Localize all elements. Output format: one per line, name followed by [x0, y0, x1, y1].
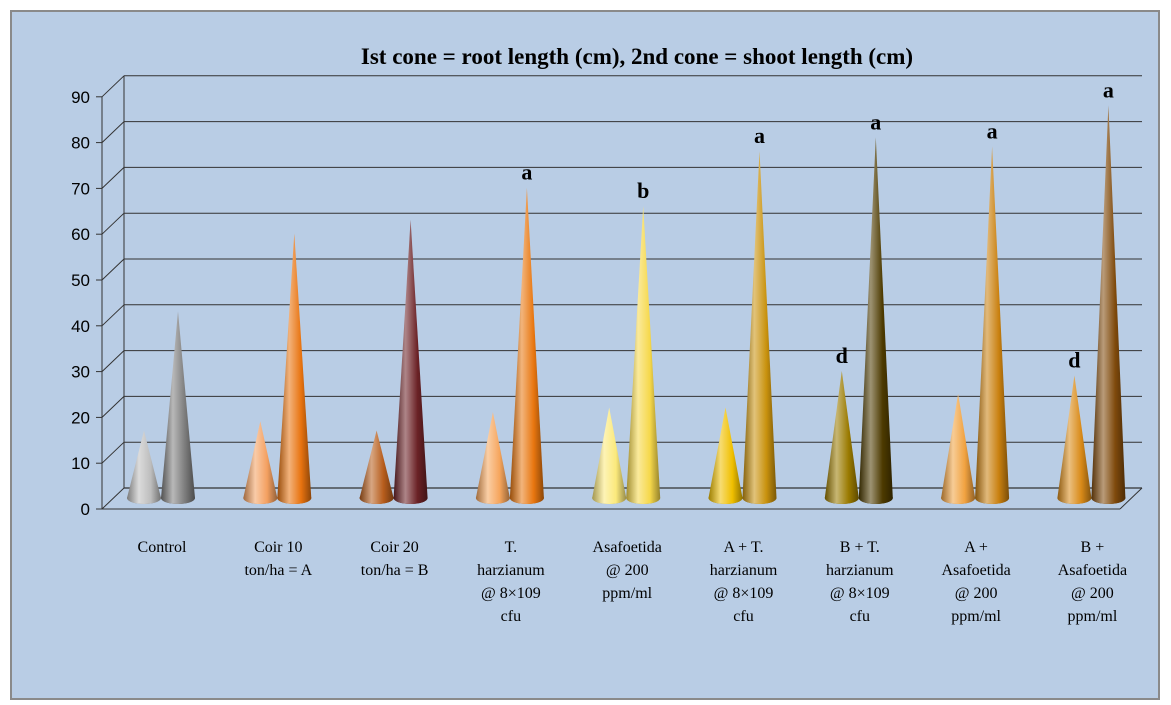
cone-shoot-length: [1091, 105, 1126, 504]
x-category-label: Control: [138, 539, 187, 556]
x-category-label-line: ton/ha = B: [361, 562, 429, 579]
gridline-side: [101, 212, 125, 235]
x-category-label-line: T.: [505, 539, 518, 556]
significance-letter: a: [754, 123, 765, 148]
x-category-label-line: B +: [1081, 539, 1105, 556]
significance-letter: d: [1068, 348, 1080, 373]
category-labels: Control Coir 10 ton/ha = A Coir 20 ton/ha = …: [138, 539, 1128, 625]
cone-root-length: [1057, 375, 1092, 504]
x-category-label-line: @ 8×109: [481, 585, 541, 602]
cone-root-length: [824, 370, 859, 504]
cone-shoot-length: [509, 187, 544, 505]
cone-shoot-length: [626, 206, 661, 505]
y-tick-label: 0: [81, 500, 90, 519]
x-category-label-line: ppm/ml: [951, 608, 1001, 625]
x-category-label: B + Asafoetida @ 200 ppm/ml: [1058, 539, 1127, 625]
cone-root-length: [359, 430, 394, 504]
x-category-label: A + Asafoetida @ 200 ppm/ml: [941, 539, 1010, 625]
cone-root-length: [127, 430, 161, 504]
cone-shoot-length: [393, 219, 428, 504]
significance-letter: d: [836, 343, 848, 368]
gridline-side: [101, 396, 125, 418]
x-category-label-line: @ 8×109: [830, 585, 890, 602]
x-category-label-line: A +: [964, 539, 988, 556]
chart-area: Ist cone = root length (cm), 2nd cone = …: [10, 10, 1160, 700]
cone-shoot-length: [161, 311, 195, 504]
x-category-label-line: @ 200: [606, 562, 649, 579]
cones: a b a d a a d a: [127, 77, 1126, 505]
x-category-label-line: ppm/ml: [1068, 608, 1118, 625]
x-category-label-line: @ 200: [955, 585, 998, 602]
gridline-side: [101, 258, 125, 281]
y-tick-label: 20: [71, 408, 90, 427]
chart-title: Ist cone = root length (cm), 2nd cone = …: [361, 44, 913, 69]
significance-letter: b: [637, 178, 649, 203]
y-tick-label: 70: [71, 179, 90, 198]
gridline-side: [101, 75, 125, 98]
gridline-side: [101, 167, 125, 189]
x-category-label-line: Asafoetida: [941, 562, 1010, 579]
x-category-label-line: cfu: [501, 608, 521, 625]
cone-chart: Ist cone = root length (cm), 2nd cone = …: [71, 44, 1143, 625]
x-category-label-line: A + T.: [724, 539, 764, 556]
cone-shoot-length: [277, 233, 312, 504]
x-category-label: Asafoetida @ 200 ppm/ml: [593, 539, 662, 602]
y-tick-label: 30: [71, 363, 90, 382]
floor-right-edge: [1119, 487, 1143, 510]
x-category-label-line: harzianum: [710, 562, 778, 579]
gridline-side: [101, 487, 125, 510]
gridline-side: [101, 121, 125, 143]
cone-root-length: [941, 393, 976, 504]
cone-shoot-length: [975, 146, 1010, 504]
x-category-label: T. harzianum @ 8×109 cfu: [477, 539, 545, 625]
x-category-label-line: ton/ha = A: [244, 562, 312, 579]
y-tick-label: 80: [71, 134, 90, 153]
x-category-label-line: Coir 20: [370, 539, 418, 556]
x-category-label-line: @ 200: [1071, 585, 1114, 602]
x-category-label-line: Coir 10: [254, 539, 302, 556]
x-category-label-line: @ 8×109: [714, 585, 774, 602]
x-category-label-line: Asafoetida: [593, 539, 662, 556]
cone-shoot-length: [858, 137, 893, 504]
y-axis: 0 10 20 30 40 50 60 70 80 90: [71, 88, 103, 519]
y-tick-label: 10: [71, 454, 90, 473]
x-category-label: Coir 20 ton/ha = B: [361, 539, 429, 579]
y-tick-label: 90: [71, 88, 90, 107]
cone-root-length: [708, 407, 743, 504]
x-category-label-line: harzianum: [477, 562, 545, 579]
y-tick-label: 40: [71, 317, 90, 336]
x-category-label: A + T. harzianum @ 8×109 cfu: [710, 539, 778, 625]
y-tick-label: 60: [71, 225, 90, 244]
x-category-label: B + T. harzianum @ 8×109 cfu: [826, 539, 894, 625]
x-category-label-line: B + T.: [840, 539, 880, 556]
x-category-label-line: Control: [138, 539, 187, 556]
significance-letter: a: [870, 109, 881, 134]
significance-letter: a: [1103, 77, 1114, 102]
y-tick-label: 50: [71, 271, 90, 290]
gridline-side: [101, 304, 125, 327]
cone-root-length: [243, 421, 278, 504]
significance-letter: a: [987, 119, 998, 144]
x-category-label-line: harzianum: [826, 562, 894, 579]
gridline-side: [101, 441, 125, 464]
x-category-label-line: ppm/ml: [602, 585, 652, 602]
cone-root-length: [592, 407, 627, 504]
cone-root-length: [475, 412, 510, 504]
x-category-label-line: Asafoetida: [1058, 562, 1127, 579]
x-category-label: Coir 10 ton/ha = A: [244, 539, 312, 579]
significance-letter: a: [521, 160, 532, 185]
gridline-side: [101, 350, 125, 372]
x-category-label-line: cfu: [850, 608, 870, 625]
x-category-label-line: cfu: [733, 608, 753, 625]
cone-shoot-length: [742, 151, 777, 504]
